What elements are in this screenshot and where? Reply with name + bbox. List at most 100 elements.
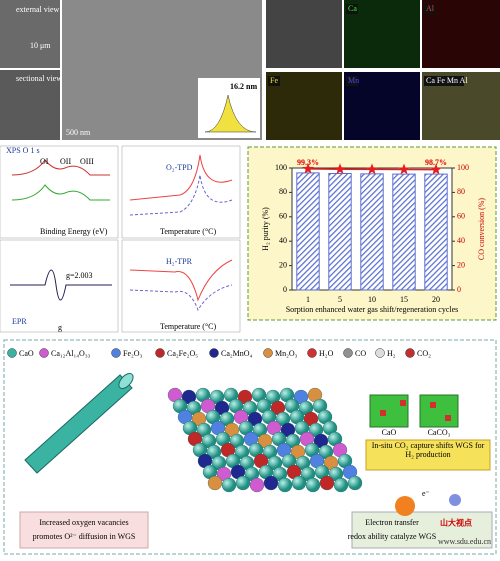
plot-frame [121, 145, 241, 239]
label: e⁻ [422, 489, 430, 498]
y2-tick-label: 0 [457, 285, 461, 294]
x-tick-label: 20 [432, 295, 440, 304]
text-box-label: Increased oxygen vacancies [39, 518, 128, 527]
legend-swatch [375, 348, 385, 358]
legend-swatch [155, 348, 165, 358]
marker [430, 163, 442, 175]
peak-label: OII [60, 157, 71, 166]
plot-frame [121, 239, 241, 333]
legend-swatch [405, 348, 415, 358]
y-tick-label: 100 [275, 163, 287, 172]
bar [392, 173, 416, 291]
marker [366, 163, 378, 175]
y-tick-label: 40 [279, 236, 287, 245]
histogram [204, 94, 257, 133]
text-box-label: promotes O²⁻ diffusion in WGS [33, 532, 136, 541]
y2-tick-label: 100 [457, 163, 469, 172]
sem-image [0, 70, 60, 140]
curve [11, 184, 110, 201]
sphere [305, 477, 321, 493]
cubes [369, 394, 459, 428]
curve [129, 284, 233, 312]
plot-title: O₂-TPD [166, 163, 193, 172]
sphere [277, 477, 293, 493]
marker [334, 163, 346, 175]
sphere [221, 477, 237, 493]
icon [449, 494, 461, 506]
plot-title: XPS O 1 s [6, 146, 40, 155]
map-label: Al [426, 4, 435, 13]
text-box [19, 511, 149, 549]
plot-frame [0, 145, 119, 239]
curve [129, 174, 233, 216]
map-label: Mn [348, 76, 359, 85]
text-box [351, 511, 493, 549]
marker [398, 163, 410, 175]
label: external view [16, 5, 60, 14]
legend-swatch [263, 348, 273, 358]
marker [302, 162, 314, 174]
sphere [291, 475, 307, 491]
sphere-slab [167, 387, 363, 493]
label: sectional view [16, 74, 62, 83]
text-box-label: redox ability catalyze WGS [348, 532, 437, 541]
curve [129, 259, 233, 302]
peak-label: OI [40, 157, 49, 166]
y-tick-label: 0 [283, 285, 287, 294]
x-tick-label: 15 [400, 295, 408, 304]
x-tick-label: 10 [368, 295, 376, 304]
annotation: 99.3% [297, 158, 319, 167]
axis-label: Temperature (°C) [160, 322, 217, 331]
map-label-bg [424, 76, 464, 86]
curve [10, 269, 112, 301]
bar [328, 172, 352, 291]
text-box [365, 439, 491, 471]
axis-label: Binding Energy (eV) [40, 227, 108, 236]
curve [129, 154, 233, 201]
map-label: Ca Fe Mn Al [426, 76, 468, 85]
bar [360, 173, 384, 291]
map-label: Fe [270, 76, 278, 85]
sphere [207, 475, 223, 491]
sphere [263, 475, 279, 491]
plot-title: H₂-TPR [166, 257, 193, 266]
label: 16.2 nm [230, 82, 257, 91]
legend-label: H₂ [387, 349, 396, 358]
y2-tick-label: 20 [457, 260, 465, 269]
map-image [266, 0, 342, 68]
legend-label: Fe₂O₃ [123, 349, 143, 358]
legend-label: Ca₂MnO₄ [221, 349, 253, 358]
y-axis-label: H₂ purity (%) [261, 207, 270, 251]
map-label-bg [346, 4, 358, 14]
legend-swatch [111, 348, 121, 358]
legend-label: CaO [19, 349, 34, 358]
y-tick-label: 20 [279, 260, 287, 269]
map-label-bg [346, 76, 358, 86]
legend-swatch [307, 348, 317, 358]
curve [11, 159, 110, 176]
annotation: g=2.003 [66, 271, 93, 280]
axis-label: g [58, 323, 62, 332]
text-box-label: In-situ CO₂ capture shifts WGS for H₂ pr… [371, 441, 485, 459]
peak-label: OIII [80, 157, 94, 166]
y2-tick-label: 40 [457, 236, 465, 245]
y2-tick-label: 60 [457, 212, 465, 221]
icon [395, 496, 415, 516]
legend-swatch [39, 348, 49, 358]
y2-tick-label: 80 [457, 187, 465, 196]
scale-label: 500 nm [66, 128, 91, 137]
legend: CaO Ca₁₂Al₁₄O₃₃ Fe₂O₃ Ca₂Fe₂O₅ Ca₂MnO₄ Mn₂O₃ H… [7, 348, 431, 358]
micrographs: external view sectional view 10 μm 500 n… [0, 0, 500, 140]
legend-label: CO₂ [417, 349, 431, 358]
sphere [319, 475, 335, 491]
legend-label: Mn₂O₃ [275, 349, 298, 358]
legend-label: H₂O [319, 349, 334, 358]
watermark: 山大视点 [440, 518, 472, 528]
sem-image [0, 0, 60, 68]
map-label-bg [424, 4, 436, 14]
legend-label: CO [355, 349, 366, 358]
bar [296, 172, 320, 291]
sphere [249, 477, 265, 493]
